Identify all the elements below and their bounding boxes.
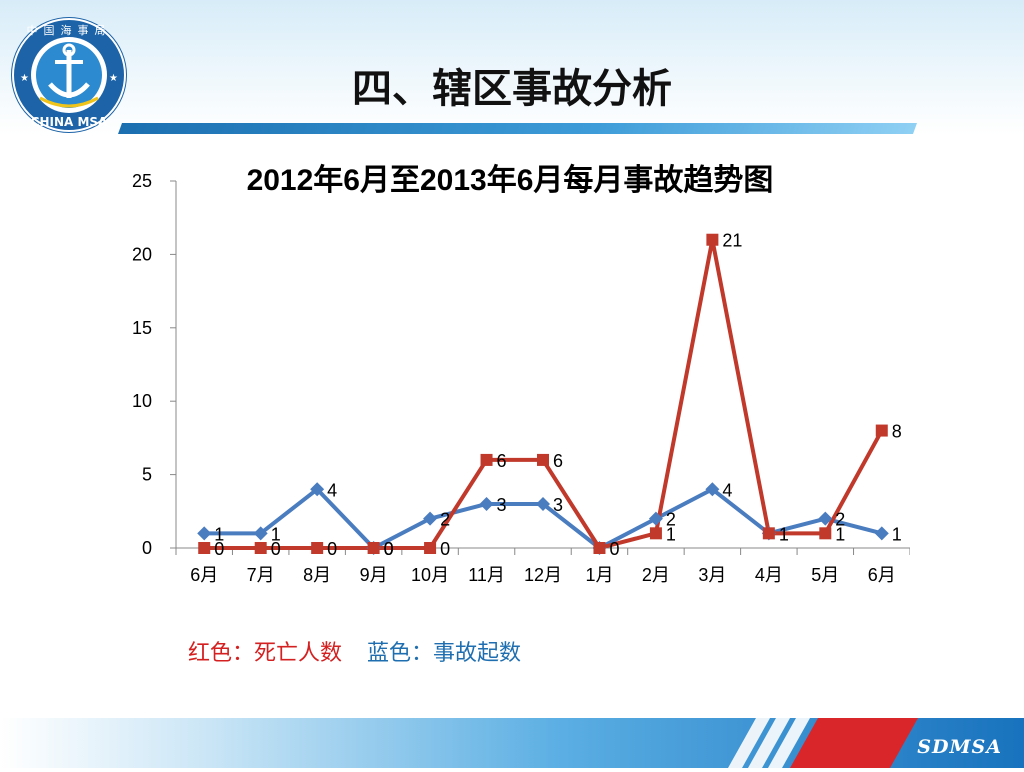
data-label: 0 <box>440 539 450 559</box>
footer-band <box>0 718 1024 768</box>
data-label: 0 <box>271 539 281 559</box>
data-label: 1 <box>271 524 281 544</box>
series-2-point <box>367 542 380 554</box>
series-2-point <box>254 542 267 554</box>
svg-text:★: ★ <box>20 73 29 84</box>
data-label: 1 <box>835 524 845 544</box>
x-tick-label: 8月 <box>303 565 331 585</box>
data-label: 1 <box>666 524 676 544</box>
series-2-point <box>819 527 832 540</box>
series-1-point <box>818 511 833 526</box>
x-tick-label: 7月 <box>247 565 275 585</box>
x-tick-label: 2月 <box>642 565 670 585</box>
x-tick-label: 1月 <box>585 565 613 585</box>
series-2-point <box>424 542 437 554</box>
footer-stripes <box>728 718 918 768</box>
series-1-point <box>197 526 212 541</box>
chart-legend: 红色：死亡人数 蓝色：事故起数 <box>188 635 521 667</box>
data-label: 0 <box>609 539 619 559</box>
data-label: 21 <box>722 231 742 251</box>
logo-bottom-text: CHINA MSA <box>31 115 108 129</box>
series-1-point <box>253 526 268 541</box>
y-tick-label: 10 <box>132 391 152 411</box>
data-label: 2 <box>835 510 845 530</box>
data-label: 1 <box>779 524 789 544</box>
x-tick-label: 12月 <box>524 565 562 585</box>
series-2-point <box>649 527 662 540</box>
y-tick-label: 25 <box>132 171 152 191</box>
data-label: 0 <box>384 539 394 559</box>
x-tick-label: 6月 <box>190 565 218 585</box>
series-2-point <box>198 542 211 554</box>
series-2-point <box>593 542 606 554</box>
series-2-point <box>480 453 493 466</box>
series-1-point <box>423 511 438 526</box>
data-label: 6 <box>553 451 563 471</box>
series-1-point <box>479 496 494 511</box>
legend-blue-label: 蓝色：事故起数 <box>367 641 522 666</box>
series-1-point <box>874 526 889 541</box>
data-label: 0 <box>384 539 394 559</box>
x-tick-label: 5月 <box>811 565 839 585</box>
header-stripe <box>117 123 918 134</box>
x-tick-label: 11月 <box>468 565 505 585</box>
y-tick-label: 15 <box>132 318 152 338</box>
data-label: 0 <box>327 539 337 559</box>
series-1-point <box>536 496 550 511</box>
series-2-point <box>762 527 775 540</box>
series-2-point <box>706 233 719 246</box>
x-tick-label: 3月 <box>698 565 726 585</box>
x-tick-label: 6月 <box>868 565 896 585</box>
slide-title: 四、辖区事故分析 <box>352 65 672 112</box>
series-2-point <box>875 424 888 437</box>
data-label: 4 <box>722 480 732 500</box>
y-tick-label: 20 <box>132 244 152 264</box>
header-band <box>0 0 1024 135</box>
data-label: 3 <box>497 495 507 515</box>
data-label: 8 <box>892 422 902 442</box>
data-label: 1 <box>214 524 224 544</box>
series-1-point <box>648 511 663 526</box>
brand-mark: SDMSA <box>917 736 1002 758</box>
chart-title: 2012年6月至2013年6月每月事故趋势图 <box>247 163 774 197</box>
data-label: 0 <box>214 539 224 559</box>
data-label: 2 <box>440 510 450 530</box>
data-label: 6 <box>497 451 507 471</box>
x-tick-label: 4月 <box>755 565 783 585</box>
data-label: 3 <box>553 495 563 515</box>
china-msa-logo: ★ ★ CHINA MSA 中国海事局 <box>11 17 127 133</box>
y-tick-label: 5 <box>142 465 152 485</box>
series-1-point <box>310 482 325 497</box>
data-label: 1 <box>892 524 902 544</box>
legend-red-label: 红色：死亡人数 <box>188 641 343 666</box>
y-tick-label: 0 <box>142 538 152 558</box>
series-1-point <box>705 482 720 497</box>
logo-ring-text: 中国海事局 <box>27 23 112 37</box>
x-tick-label: 10月 <box>411 565 449 585</box>
data-label: 2 <box>666 510 676 530</box>
data-label: 4 <box>327 480 337 500</box>
svg-text:★: ★ <box>109 73 118 84</box>
series-2-point <box>537 453 549 466</box>
x-tick-label: 9月 <box>360 565 388 585</box>
series-2-point <box>311 542 324 554</box>
